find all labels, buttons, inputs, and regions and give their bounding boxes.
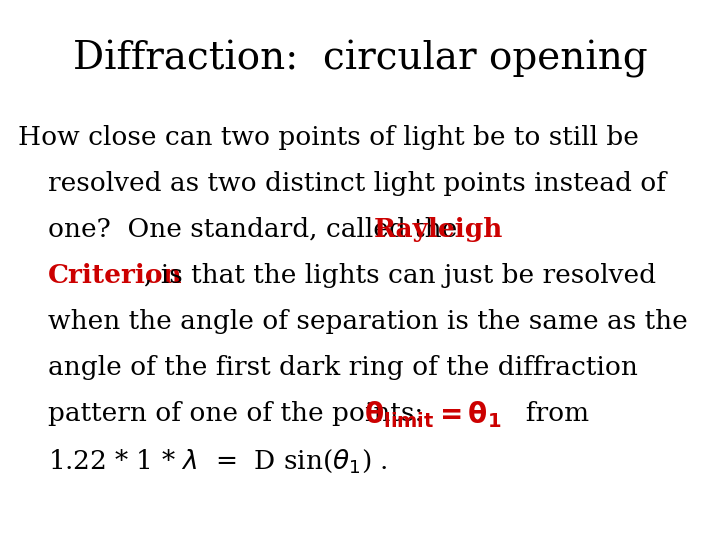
Text: one?  One standard, called the: one? One standard, called the xyxy=(48,217,466,242)
Text: , is that the lights can just be resolved: , is that the lights can just be resolve… xyxy=(144,263,656,288)
Text: resolved as two distinct light points instead of: resolved as two distinct light points in… xyxy=(48,171,666,196)
Text: when the angle of separation is the same as the: when the angle of separation is the same… xyxy=(48,309,688,334)
Text: Diffraction:  circular opening: Diffraction: circular opening xyxy=(73,40,647,78)
Text: How close can two points of light be to still be: How close can two points of light be to … xyxy=(18,125,639,150)
Text: 1.22 * 1 * $\lambda$  =  D sin($\theta_1$) .: 1.22 * 1 * $\lambda$ = D sin($\theta_1$)… xyxy=(48,447,388,475)
Text: angle of the first dark ring of the diffraction: angle of the first dark ring of the diff… xyxy=(48,355,638,380)
Text: from: from xyxy=(509,401,589,426)
Text: $\mathbf{\theta_{limit} = \theta_1}$: $\mathbf{\theta_{limit} = \theta_1}$ xyxy=(364,399,501,430)
Text: pattern of one of the points:: pattern of one of the points: xyxy=(48,401,440,426)
Text: Rayleigh: Rayleigh xyxy=(374,217,503,242)
Text: Criterion: Criterion xyxy=(48,263,183,288)
